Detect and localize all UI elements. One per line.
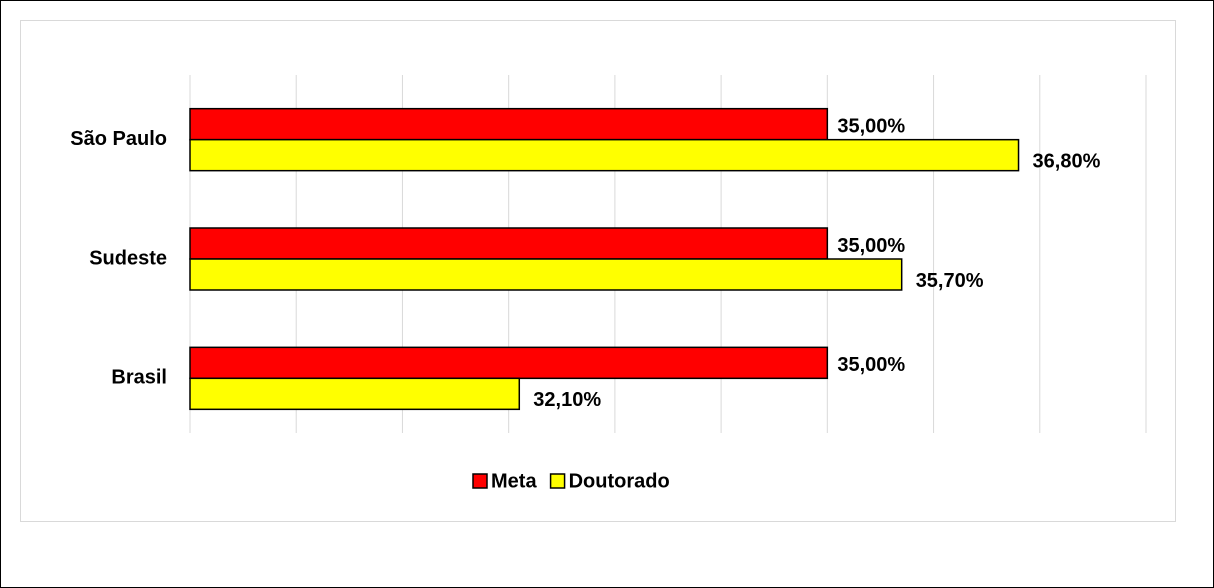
legend-swatch — [472, 473, 488, 489]
legend-swatch — [549, 473, 566, 489]
bar — [189, 107, 829, 141]
legend-label: Meta — [491, 470, 537, 492]
data-label: 35,00% — [837, 115, 905, 137]
data-label: 35,00% — [837, 354, 905, 376]
bar — [189, 377, 521, 411]
bar — [189, 258, 903, 291]
legend-label: Doutorado — [569, 470, 670, 492]
data-label: 36,80% — [1033, 150, 1101, 172]
bar — [189, 227, 829, 260]
y-tick-label: Sudeste — [89, 247, 167, 269]
bar — [189, 138, 1020, 172]
data-label: 35,00% — [837, 235, 905, 257]
data-label: 35,70% — [916, 270, 984, 292]
y-tick-label: São Paulo — [70, 128, 167, 150]
data-label: 32,10% — [533, 389, 601, 411]
bar — [189, 346, 829, 380]
y-tick-label: Brasil — [111, 367, 167, 389]
